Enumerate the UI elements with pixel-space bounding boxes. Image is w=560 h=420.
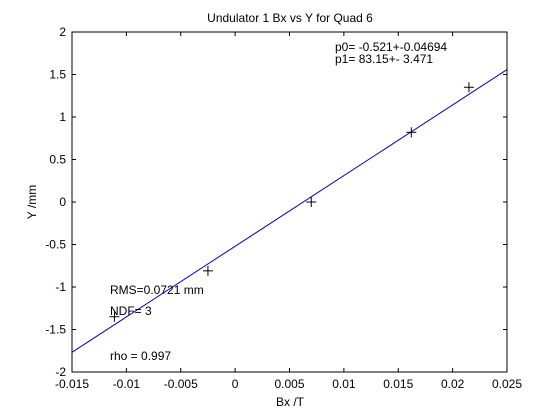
y-tick-label: 1 bbox=[59, 110, 66, 124]
data-point bbox=[406, 127, 417, 138]
data-point bbox=[463, 82, 474, 93]
y-tick-label: 0 bbox=[59, 195, 66, 209]
annotation-p0: p0= -0.521+-0.04694 bbox=[335, 40, 447, 54]
data-point bbox=[109, 311, 120, 322]
x-tick-label: 0.025 bbox=[492, 377, 522, 391]
x-tick-label: 0.015 bbox=[383, 377, 413, 391]
data-points bbox=[109, 82, 474, 322]
y-axis-label: Y /mm bbox=[25, 185, 39, 219]
y-axis: -2 -1.5 -1 -0.5 0 0.5 1 1.5 2 bbox=[45, 25, 507, 379]
fit-line bbox=[71, 69, 508, 353]
y-tick-label: -2 bbox=[55, 365, 66, 379]
x-axis: -0.015 -0.01 -0.005 0 0.005 0.01 0.015 0.02 0.02… bbox=[55, 32, 522, 391]
y-tick-label: -1 bbox=[55, 280, 66, 294]
y-tick-label: 1.5 bbox=[49, 68, 66, 82]
data-point bbox=[306, 197, 317, 207]
y-tick-label: -1.5 bbox=[45, 323, 66, 337]
x-tick-label: 0.02 bbox=[441, 377, 465, 391]
chart-title: Undulator 1 Bx vs Y for Quad 6 bbox=[207, 11, 373, 25]
x-tick-label: -0.015 bbox=[55, 377, 89, 391]
y-tick-label: 0.5 bbox=[49, 153, 66, 167]
annotation-rms: RMS=0.0721 mm bbox=[110, 283, 204, 297]
y-tick-label: -0.5 bbox=[45, 238, 66, 252]
x-tick-label: -0.01 bbox=[113, 377, 141, 391]
x-tick-label: -0.005 bbox=[164, 377, 198, 391]
annotation-rho: rho = 0.997 bbox=[110, 349, 171, 363]
y-tick-label: 2 bbox=[59, 25, 66, 39]
data-point bbox=[202, 265, 213, 276]
x-tick-label: 0 bbox=[232, 377, 239, 391]
x-axis-label: Bx /T bbox=[276, 395, 305, 409]
x-tick-label: 0.01 bbox=[332, 377, 356, 391]
annotation-p1: p1= 83.15+- 3.471 bbox=[335, 52, 433, 66]
x-tick-label: 0.005 bbox=[274, 377, 304, 391]
annotation-ndf: NDF= 3 bbox=[110, 304, 152, 318]
